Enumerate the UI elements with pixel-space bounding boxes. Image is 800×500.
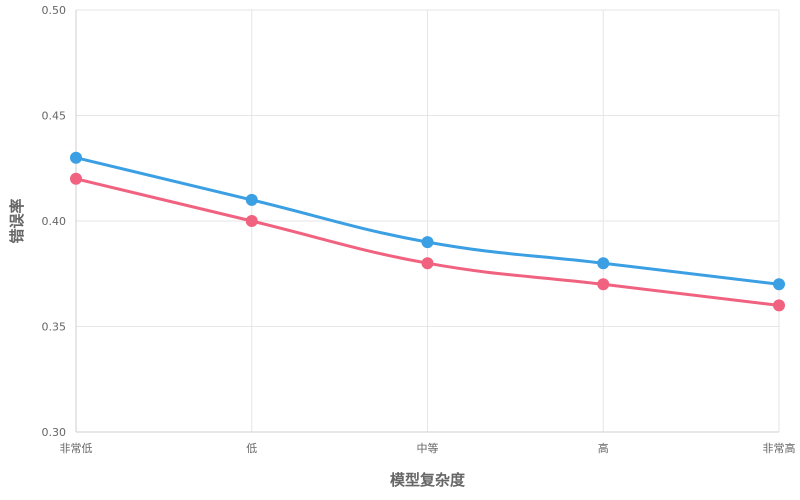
y-tick-labels: 0.30 0.35 0.40 0.45 0.50 [42,4,67,439]
data-point[interactable] [773,278,785,291]
series-1 [70,172,785,312]
y-tick-label: 0.45 [42,110,67,123]
y-tick-label: 0.40 [42,215,67,228]
y-tick-label: 0.50 [42,4,67,17]
y-tick-label: 0.30 [42,426,67,439]
y-tick-label: 0.35 [42,321,67,334]
series [70,151,785,312]
data-point[interactable] [70,172,82,185]
series-0 [70,151,785,291]
data-point[interactable] [245,193,258,206]
y-axis-title: 错误率 [8,198,26,243]
x-tick-label: 非常低 [60,442,93,455]
grid [75,9,780,433]
x-tick-label: 非常高 [763,441,796,455]
x-axis-title: 模型复杂度 [390,471,466,489]
axes [75,10,779,433]
x-tick-label: 高 [598,441,609,455]
data-point[interactable] [421,236,434,249]
x-tick-label: 中等 [417,441,439,455]
data-point[interactable] [421,257,434,270]
x-tick-labels: 非常低 低 中等 高 非常高 [60,441,796,455]
data-point[interactable] [773,299,785,312]
data-point[interactable] [70,151,82,164]
x-tick-label: 低 [246,442,257,455]
data-point[interactable] [245,215,258,227]
data-point[interactable] [597,278,610,291]
data-point[interactable] [597,257,610,270]
